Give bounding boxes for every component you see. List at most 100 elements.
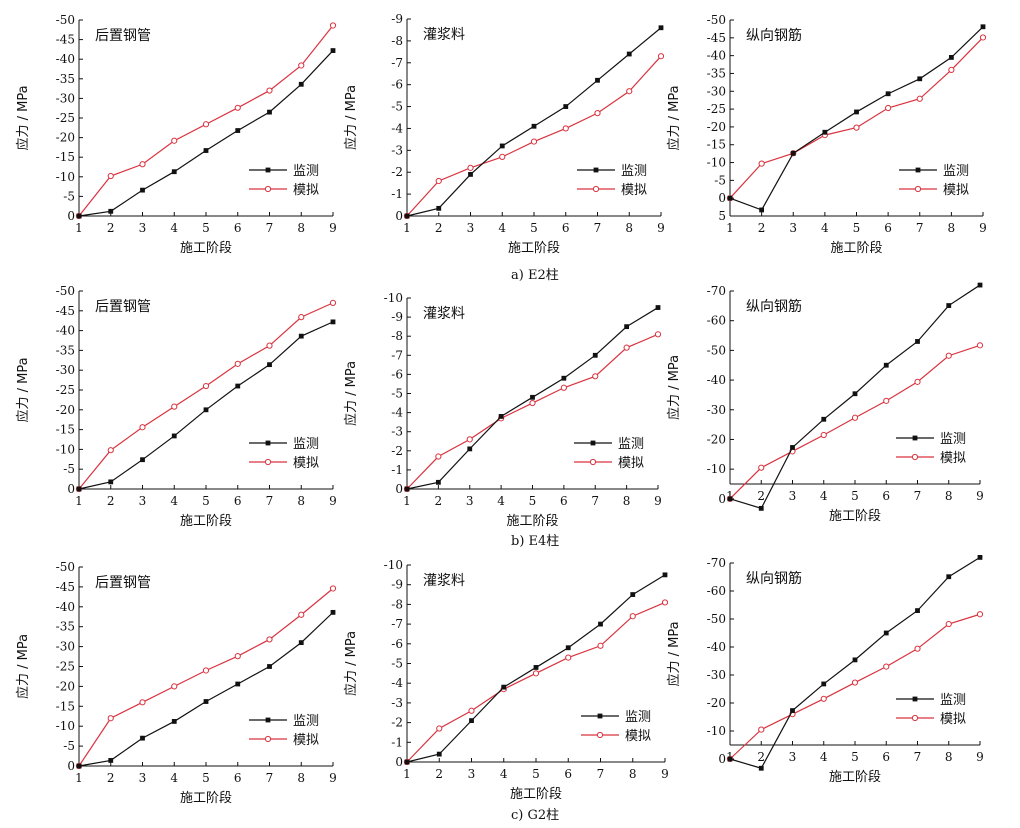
marker-sim xyxy=(435,177,442,185)
x-tick-label: 6 xyxy=(884,221,892,235)
marker-monitor xyxy=(108,208,114,214)
marker-sim xyxy=(436,725,443,732)
marker-monitor xyxy=(565,645,571,651)
series-line-sim xyxy=(729,613,981,760)
legend-marker-sim xyxy=(596,731,604,739)
x-tick-label: 2 xyxy=(107,771,115,785)
marker-monitor xyxy=(915,608,920,613)
marker-monitor xyxy=(435,479,441,485)
marker-sim xyxy=(945,352,952,359)
x-tick-label: 5 xyxy=(851,489,859,503)
legend-label-sim: 模拟 xyxy=(293,733,319,748)
x-tick-label: 7 xyxy=(916,221,924,235)
legend-marker-monitor xyxy=(265,440,271,446)
marker-monitor xyxy=(727,756,733,762)
marker-sim xyxy=(629,613,636,620)
legend-marker-monitor xyxy=(912,435,918,441)
marker-monitor xyxy=(977,555,983,560)
x-axis-label: 施工阶段 xyxy=(829,770,881,785)
x-tick-label: 7 xyxy=(914,489,922,503)
marker-monitor xyxy=(595,77,600,83)
marker-monitor xyxy=(758,505,764,511)
x-tick-label: 8 xyxy=(629,767,637,781)
y-tick-label: -40 xyxy=(707,640,726,654)
marker-monitor xyxy=(790,445,795,450)
marker-monitor xyxy=(467,446,473,452)
marker-monitor xyxy=(626,51,632,57)
y-tick-label: 0 xyxy=(67,209,75,223)
y-axis-label: 应力 / MPa xyxy=(666,355,682,420)
marker-sim xyxy=(657,53,665,60)
x-axis-label: 施工阶段 xyxy=(508,241,560,256)
x-axis-label: 施工阶段 xyxy=(506,514,558,529)
y-tick-label: -8 xyxy=(391,34,403,48)
y-tick-label: -30 xyxy=(56,640,75,654)
marker-sim xyxy=(266,342,273,349)
x-tick-label: 9 xyxy=(661,767,669,781)
panel-title: 后置钢管 xyxy=(95,575,151,591)
legend-marker-sim xyxy=(589,458,597,466)
marker-sim xyxy=(139,424,146,431)
y-tick-label: -15 xyxy=(56,423,75,437)
y-tick-label: -8 xyxy=(391,597,403,611)
y-tick-label: -10 xyxy=(384,558,403,572)
y-tick-label: -25 xyxy=(707,102,726,116)
series-line-monitor xyxy=(729,556,981,769)
y-tick-label: -3 xyxy=(391,696,403,710)
x-tick-label: 9 xyxy=(329,221,337,235)
marker-monitor xyxy=(235,383,241,389)
marker-sim xyxy=(435,453,442,460)
y-tick-label: -1 xyxy=(391,735,403,749)
y-tick-label: -25 xyxy=(56,660,75,674)
x-tick-label: 2 xyxy=(757,750,765,764)
x-tick-label: 6 xyxy=(234,221,242,235)
marker-monitor xyxy=(948,55,954,60)
x-tick-label: 6 xyxy=(234,771,242,785)
y-tick-label: -50 xyxy=(56,13,75,27)
x-tick-label: 2 xyxy=(435,221,443,235)
marker-sim xyxy=(234,653,241,660)
marker-sim xyxy=(298,314,305,321)
chart-panel-0: 0 -5 -10 -15 -20 -25 -30 -35 -40 -45 -50 1 2 3 4 5 6 7 8 9 施… xyxy=(15,13,337,256)
y-tick-label: -3 xyxy=(391,425,403,439)
marker-monitor xyxy=(821,416,827,422)
y-tick-label: 0 xyxy=(67,759,75,773)
y-tick-label: -50 xyxy=(707,343,726,357)
y-tick-label: -45 xyxy=(56,304,75,318)
x-tick-label: 8 xyxy=(297,221,305,235)
panel-title: 灌浆料 xyxy=(423,27,465,43)
marker-sim xyxy=(139,699,146,706)
y-tick-label: -10 xyxy=(384,291,403,305)
marker-sim xyxy=(468,707,475,714)
marker-sim xyxy=(885,104,892,112)
y-tick-label: -10 xyxy=(707,462,726,476)
x-tick-label: 7 xyxy=(591,494,599,508)
y-tick-label: 0 xyxy=(395,755,403,769)
marker-monitor xyxy=(203,699,209,704)
marker-sim xyxy=(626,88,633,95)
marker-monitor xyxy=(533,665,539,670)
marker-monitor xyxy=(530,394,535,400)
legend-marker-sim xyxy=(264,185,272,193)
x-tick-label: 5 xyxy=(530,221,538,235)
x-tick-label: 4 xyxy=(820,489,828,503)
marker-sim xyxy=(107,715,114,722)
y-tick-label: -45 xyxy=(56,33,75,47)
marker-monitor xyxy=(598,621,603,627)
y-tick-label: 0 xyxy=(67,482,75,496)
marker-monitor xyxy=(758,765,764,771)
x-tick-label: 8 xyxy=(945,489,953,503)
legend-marker-sim xyxy=(592,185,600,193)
marker-sim xyxy=(916,95,923,102)
x-tick-label: 9 xyxy=(976,750,984,764)
marker-monitor xyxy=(404,486,410,492)
x-axis-label: 施工阶段 xyxy=(830,241,882,256)
y-tick-label: -6 xyxy=(391,367,403,381)
panel-title: 灌浆料 xyxy=(423,306,465,322)
marker-monitor xyxy=(883,362,889,368)
legend-marker-sim xyxy=(264,735,272,743)
y-axis-label: 应力 / MPa xyxy=(666,621,682,686)
legend-label-sim: 模拟 xyxy=(621,183,647,198)
marker-sim xyxy=(329,585,337,592)
series-line-sim xyxy=(729,344,981,500)
